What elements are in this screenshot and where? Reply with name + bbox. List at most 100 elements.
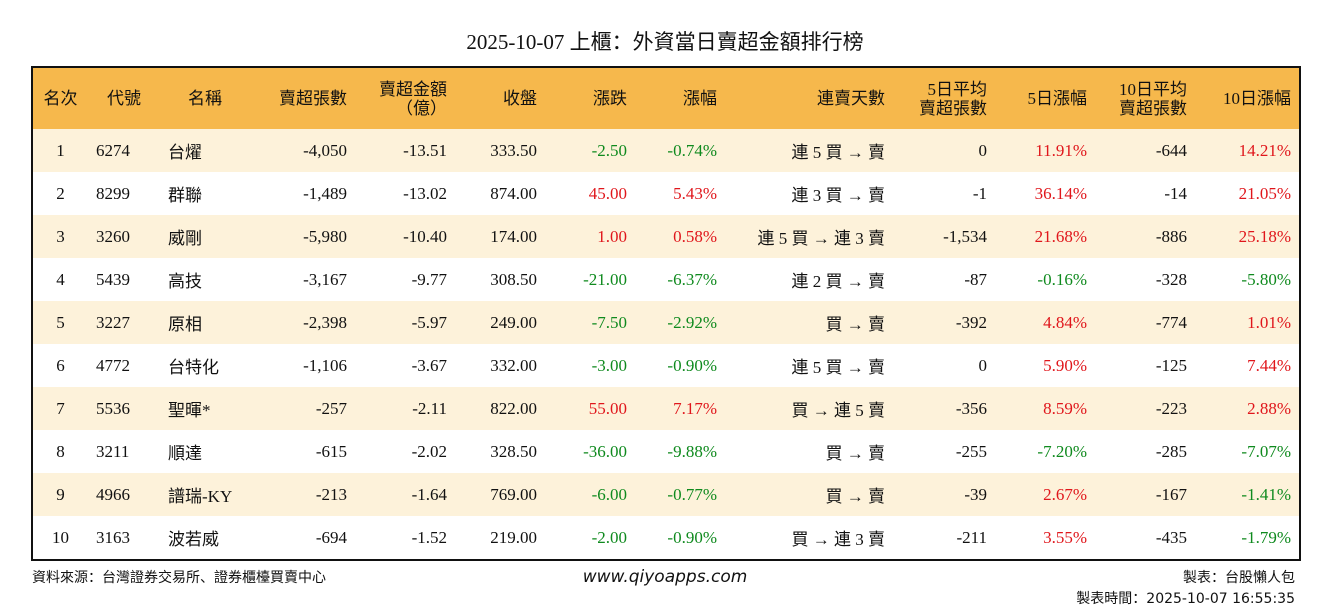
table-cell: -4,050 [250, 129, 355, 172]
table-cell: 769.00 [455, 473, 545, 516]
table-cell: -7.20% [1037, 441, 1087, 461]
table-row: 9 4966 譜瑞-KY -213 -1.64 769.00 -6.00 -0.77% 買 → … [32, 473, 1300, 516]
table-cell: 21.05% [1238, 183, 1291, 203]
table-cell: 4.84% [995, 301, 1095, 344]
table-cell: 買 → 賣 [725, 473, 893, 516]
table-cell: -257 [250, 387, 355, 430]
table-cell: 5439 [96, 269, 130, 289]
table-cell: 買 → 連 5 賣 [725, 387, 893, 430]
table-cell: -328 [1155, 269, 1187, 289]
table-cell: 328.50 [490, 441, 537, 461]
table-cell: -886 [1095, 215, 1195, 258]
table-cell: 14.21% [1195, 129, 1300, 172]
table-cell: 11.91% [995, 129, 1095, 172]
table-cell: 308.50 [490, 269, 537, 289]
header-cell: 連賣天數 [725, 67, 893, 129]
table-cell: 2 [56, 183, 65, 203]
table-cell: 連 5 買 → 連 3 賣 [725, 215, 893, 258]
table-cell: -392 [893, 301, 995, 344]
table-cell: 6274 [88, 129, 160, 172]
table-cell: -285 [1155, 441, 1187, 461]
table-cell: 5536 [88, 387, 160, 430]
header-cell: 收盤 [455, 67, 545, 129]
table-cell: -223 [1095, 387, 1195, 430]
table-cell: -2.92% [635, 301, 725, 344]
table-cell: 3163 [96, 527, 130, 547]
table-cell: -1,534 [893, 215, 995, 258]
header-cell: 5日漲幅 [995, 67, 1095, 129]
table-cell: -2.50 [545, 129, 635, 172]
table-cell: -21.00 [583, 269, 627, 289]
table-cell: 333.50 [455, 129, 545, 172]
table-cell: 8299 [96, 183, 130, 203]
table-cell: 原相 [160, 301, 250, 344]
table-cell: 4966 [88, 473, 160, 516]
table-cell: -1.79% [1241, 527, 1291, 547]
header-cell: 5日平均 賣超張數 [893, 67, 995, 129]
table-cell: -435 [1155, 527, 1187, 547]
table-cell: -0.16% [1037, 269, 1087, 289]
table-cell: 45.00 [588, 183, 627, 203]
table-cell: -7.07% [1241, 441, 1291, 461]
time: 製表時間：2025-10-07 16:55:35 [1076, 591, 1295, 607]
table-cell: -5.80% [1241, 269, 1291, 289]
table-cell: 0.58% [635, 215, 725, 258]
table-cell: -9.88% [667, 441, 717, 461]
table-cell: 連 3 買 → 賣 [791, 186, 886, 205]
table-cell: -213 [250, 473, 355, 516]
table-cell: -3.00 [591, 355, 627, 375]
table-cell: -2,398 [250, 301, 355, 344]
table-cell: 249.00 [455, 301, 545, 344]
table-cell: -7.50 [545, 301, 635, 344]
table-cell: 3227 [88, 301, 160, 344]
header-cell: 10日平均 賣超張數 [1095, 67, 1195, 129]
table-cell: -694 [315, 527, 347, 547]
header-cell: 10日漲幅 [1195, 67, 1300, 129]
table-row: 4 5439 高技 -3,167 -9.77 308.50 -21.00 -6.37% 連 2 … [32, 258, 1300, 301]
table-cell: 174.00 [455, 215, 545, 258]
table-cell: -1.64 [355, 473, 455, 516]
table-cell: -5.97 [355, 301, 455, 344]
table-cell: 台燿 [160, 129, 250, 172]
table-cell: -615 [315, 441, 347, 461]
table-cell: -14 [1164, 183, 1187, 203]
website: www.qiyoapps.com [582, 567, 748, 587]
table-cell: -0.77% [635, 473, 725, 516]
table-cell: 25.18% [1195, 215, 1300, 258]
table-cell: -5,980 [250, 215, 355, 258]
table-cell: 9 [32, 473, 88, 516]
table-cell: 3.55% [1043, 527, 1087, 547]
table-cell: -1,106 [303, 355, 347, 375]
table-body: 1 6274 台燿 -4,050 -13.51 333.50 -2.50 -0.74% 連 5 … [32, 129, 1300, 560]
table-cell: 219.00 [490, 527, 537, 547]
header-cell: 名稱 [160, 67, 250, 129]
table-cell: -3.67 [411, 355, 447, 375]
table-cell: -211 [956, 527, 987, 547]
table-cell: -167 [1095, 473, 1195, 516]
table-cell: -1,489 [303, 183, 347, 203]
table-row: 8 3211 順達 -615 -2.02 328.50 -36.00 -9.88% 買 → 賣 -… [32, 430, 1300, 473]
table-cell: 3 [32, 215, 88, 258]
table-cell: 台特化 [168, 358, 219, 377]
table-cell: 6 [56, 355, 65, 375]
table-cell: 5.90% [1043, 355, 1087, 375]
table-cell: -0.74% [635, 129, 725, 172]
table-cell: -10.40 [355, 215, 455, 258]
table-cell: 4 [56, 269, 65, 289]
table-cell: -6.37% [667, 269, 717, 289]
table-cell: 874.00 [490, 183, 537, 203]
table-cell: -6.00 [545, 473, 635, 516]
table-row: 3 3260 威剛 -5,980 -10.40 174.00 1.00 0.58% 連 5 買 … [32, 215, 1300, 258]
title: 2025-10-07 上櫃：外資當日賣超金額排行榜 [466, 30, 864, 54]
table-cell: 波若威 [168, 530, 219, 549]
header-cell: 漲跌 [545, 67, 635, 129]
table-cell: -39 [893, 473, 995, 516]
table-cell: 2.88% [1195, 387, 1300, 430]
header-cell: 名次 [32, 67, 88, 129]
table-cell: 買 → 賣 [825, 444, 886, 463]
table-cell: -3,167 [303, 269, 347, 289]
table-cell: -1.41% [1195, 473, 1300, 516]
table-cell: -13.51 [355, 129, 455, 172]
table-cell: 聖暉* [160, 387, 250, 430]
table-cell: 21.68% [995, 215, 1095, 258]
